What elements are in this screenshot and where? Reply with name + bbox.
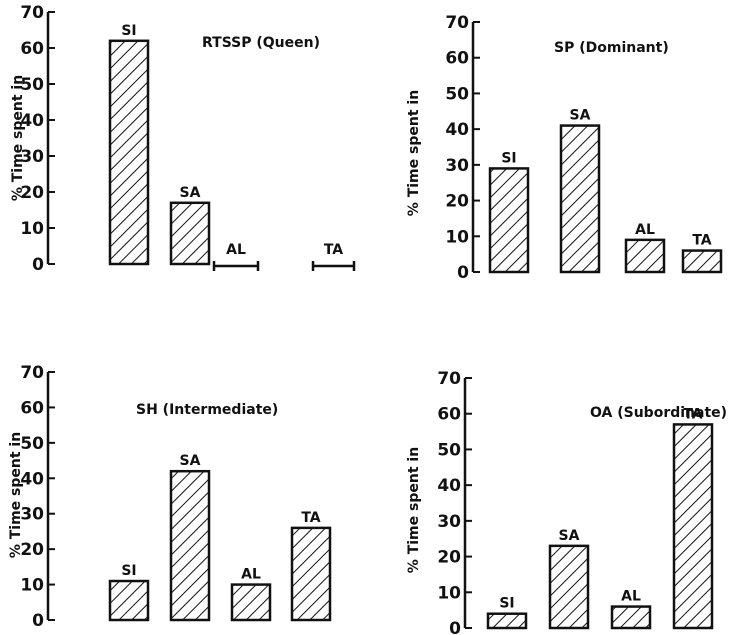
- y-tick-label: 30: [437, 512, 461, 532]
- chart-title: RTSSP (Queen): [202, 35, 320, 51]
- bar-label: TA: [683, 406, 702, 422]
- y-tick-label: 60: [445, 49, 469, 69]
- bar-ta: [672, 423, 714, 630]
- bar-label: AL: [241, 567, 261, 583]
- y-tick-label: 70: [20, 3, 44, 23]
- bar-label: AL: [621, 589, 641, 605]
- y-tick-label: 60: [437, 405, 461, 425]
- y-tick-label: 40: [20, 469, 44, 489]
- bar-label: TA: [324, 242, 343, 258]
- y-tick-label: 20: [437, 548, 461, 568]
- chart-title: SH (Intermediate): [136, 402, 278, 418]
- y-axis-label: % Time spent in: [8, 432, 24, 558]
- chart-panel-4: 0 10 20 30 40 50 60 70 % Time spent in OA (Subord…: [406, 369, 727, 635]
- y-tick-label: 20: [20, 540, 44, 560]
- y-tick-label: 50: [20, 75, 44, 95]
- bar-label: TA: [692, 233, 711, 249]
- y-tick-label: 40: [20, 111, 44, 131]
- y-tick-label: 70: [445, 13, 469, 33]
- y-axis-label: % Time spent in: [10, 75, 26, 201]
- y-tick-label: 30: [445, 156, 469, 176]
- y-tick-label: 0: [449, 619, 461, 635]
- bar-si: [486, 612, 528, 630]
- bar-si: [108, 39, 150, 266]
- bar-si: [108, 579, 150, 622]
- bar-al: [624, 238, 666, 274]
- bar-sa: [169, 201, 211, 266]
- chart-title: SP (Dominant): [554, 40, 669, 56]
- chart-panel-1: 0 10 20 30 40 50 60 70 % Time spent in RTSSP (Que…: [10, 3, 356, 275]
- y-tick-label: 70: [20, 363, 44, 383]
- y-axis-label: % Time spent in: [406, 447, 422, 573]
- bar-sa: [169, 469, 211, 622]
- chart-title: OA (Subordinate): [590, 405, 727, 421]
- y-tick-label: 30: [20, 505, 44, 525]
- y-tick-label: 40: [437, 476, 461, 496]
- y-tick-label: 20: [445, 192, 469, 212]
- bar-label: SA: [180, 453, 201, 469]
- bar-label: AL: [226, 242, 246, 258]
- y-tick-label: 0: [32, 611, 44, 631]
- bar-label: SI: [501, 150, 516, 166]
- bar-ta: [290, 526, 332, 622]
- y-tick-label: 60: [20, 39, 44, 59]
- y-tick-label: 40: [445, 120, 469, 140]
- bar-al: [230, 583, 272, 622]
- y-tick-label: 10: [437, 583, 461, 603]
- bar-label: SA: [559, 528, 580, 544]
- y-tick-label: 50: [445, 84, 469, 104]
- bar-label: SA: [570, 108, 591, 124]
- bar-si: [488, 167, 530, 274]
- y-tick-label: 10: [445, 227, 469, 247]
- y-tick-label: 20: [20, 183, 44, 203]
- y-tick-label: 60: [20, 398, 44, 418]
- y-tick-label: 30: [20, 147, 44, 167]
- y-tick-label: 50: [437, 440, 461, 460]
- bar-sa: [548, 544, 590, 630]
- y-axis-label: % Time spent in: [406, 90, 422, 216]
- bar-label: AL: [635, 222, 655, 238]
- y-tick-label: 0: [32, 255, 44, 275]
- y-tick-label: 10: [20, 576, 44, 596]
- bar-label: SI: [121, 563, 136, 579]
- chart-panel-3: 0 10 20 30 40 50 60 70 % Time spent in SH (Interm…: [8, 363, 332, 631]
- bar-ta: [681, 249, 723, 274]
- bar-label: SI: [499, 596, 514, 612]
- y-tick-label: 70: [437, 369, 461, 389]
- bar-label: TA: [301, 510, 320, 526]
- bar-label: SI: [121, 23, 136, 39]
- chart-panel-2: 0 10 20 30 40 50 60 70 % Time spent in SP (Domina…: [406, 13, 723, 283]
- y-tick-label: 0: [457, 263, 469, 283]
- y-tick-label: 10: [20, 219, 44, 239]
- y-tick-label: 50: [20, 434, 44, 454]
- bar-sa: [559, 124, 601, 274]
- bar-al: [610, 605, 652, 630]
- bar-label: SA: [180, 185, 201, 201]
